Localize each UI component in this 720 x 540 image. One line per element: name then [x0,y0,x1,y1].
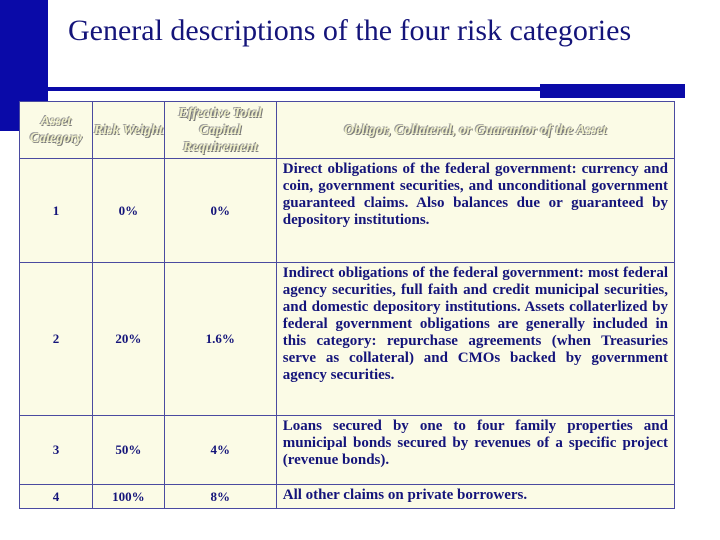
cell-capital: 0% [163,158,277,263]
header-capital-requirement: Effective Total Capital Requirement [163,101,277,159]
slide-title: General descriptions of the four risk ca… [68,14,632,47]
header-obligor: Obligor, Collateral, or Guarantor of the… [275,101,676,159]
table-row: 4 100% 8% All other claims on private bo… [19,484,676,509]
table-header-row: Asset Category Risk Weight Effective Tot… [19,101,676,159]
cell-category: 2 [19,262,93,416]
header-asset-category: Asset Category [19,101,93,159]
title-underline-block [540,84,685,98]
cell-capital: 8% [163,484,277,509]
cell-risk-weight: 20% [91,262,165,416]
cell-description: Indirect obligations of the federal gove… [275,262,676,416]
cell-risk-weight: 100% [91,484,165,509]
cell-capital: 1.6% [163,262,277,416]
cell-category: 4 [19,484,93,509]
title-underline [0,87,540,91]
table-row: 3 50% 4% Loans secured by one to four fa… [19,415,676,485]
header-risk-weight: Risk Weight [91,101,165,159]
cell-risk-weight: 0% [91,158,165,263]
cell-description: Direct obligations of the federal govern… [275,158,676,263]
cell-category: 3 [19,415,93,485]
cell-category: 1 [19,158,93,263]
table-row: 2 20% 1.6% Indirect obligations of the f… [19,262,676,416]
cell-description: Loans secured by one to four family prop… [275,415,676,485]
risk-category-table: Asset Category Risk Weight Effective Tot… [19,101,676,509]
cell-description: All other claims on private borrowers. [275,484,676,509]
cell-risk-weight: 50% [91,415,165,485]
cell-capital: 4% [163,415,277,485]
table-row: 1 0% 0% Direct obligations of the federa… [19,158,676,263]
